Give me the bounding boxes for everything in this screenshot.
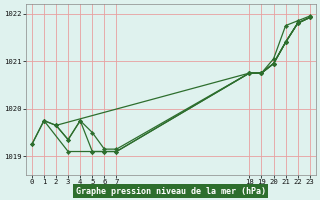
X-axis label: Graphe pression niveau de la mer (hPa): Graphe pression niveau de la mer (hPa)	[76, 187, 266, 196]
